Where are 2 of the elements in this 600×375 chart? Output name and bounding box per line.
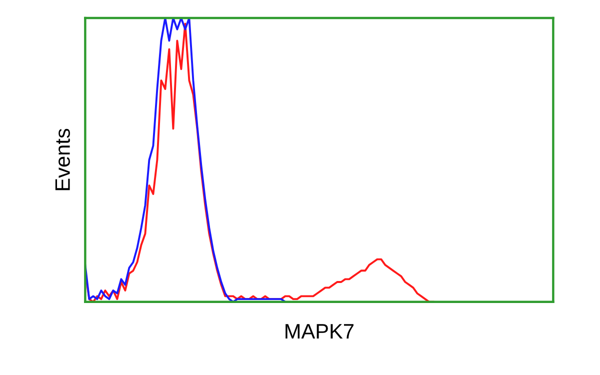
x-axis-title: MAPK7 <box>286 324 354 338</box>
y-axis-title: Events <box>55 128 70 190</box>
